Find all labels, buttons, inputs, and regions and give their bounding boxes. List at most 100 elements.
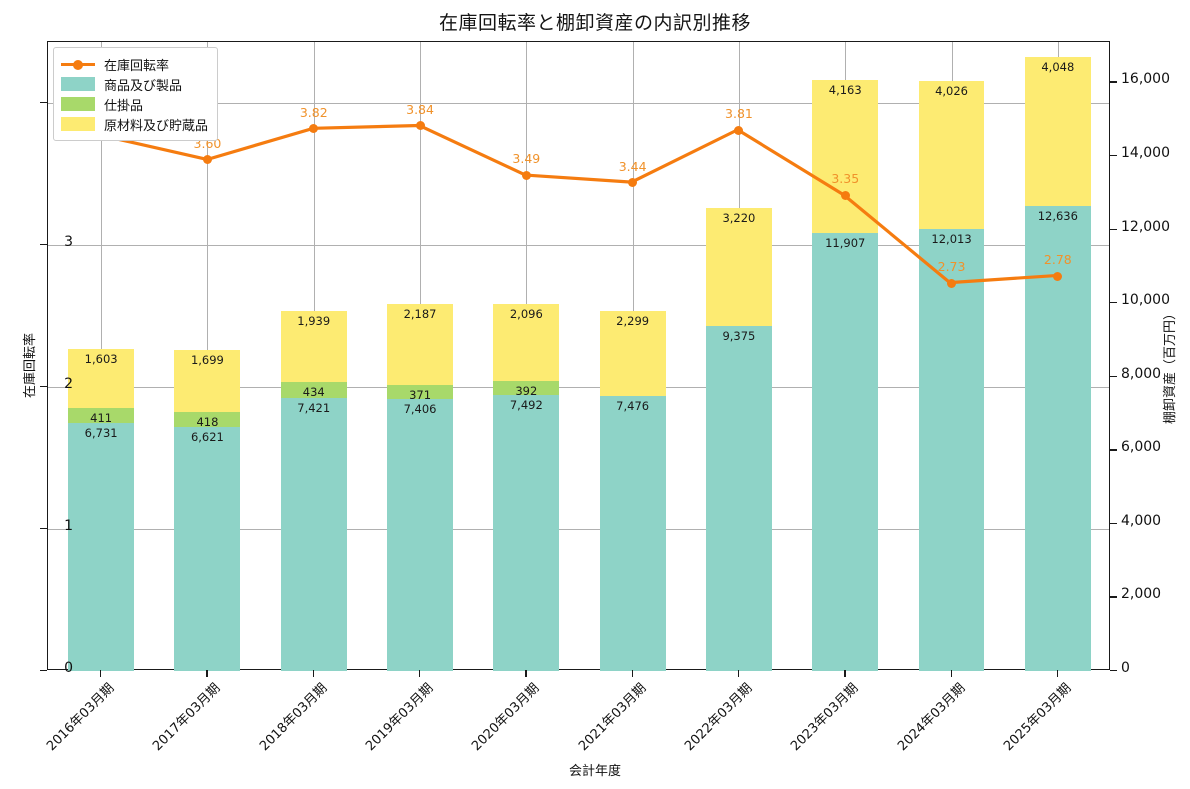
y-tick-right: 10,000 — [1121, 292, 1170, 309]
line-marker[interactable] — [415, 121, 425, 131]
y-tickmark-right — [1110, 670, 1117, 672]
x-tickmark — [525, 670, 527, 677]
legend-item[interactable]: 商品及び製品 — [61, 74, 208, 94]
bar-segment[interactable] — [280, 310, 347, 383]
bar-value-label: 1,699 — [190, 352, 224, 367]
line-marker[interactable] — [628, 178, 638, 188]
y-tickmark-right — [1110, 155, 1117, 157]
bar-value-label: 4,048 — [1041, 60, 1075, 75]
bar-value-label: 7,406 — [403, 401, 437, 416]
bar-segment[interactable] — [812, 79, 879, 233]
x-tickmark — [631, 670, 633, 677]
bar-segment[interactable] — [280, 382, 347, 399]
line-value-label: 2.73 — [937, 259, 966, 275]
y-tick-right: 8,000 — [1121, 365, 1162, 382]
line-marker[interactable] — [1053, 271, 1063, 281]
line-marker[interactable] — [521, 170, 531, 180]
bar-value-label: 371 — [409, 387, 432, 402]
bar-segment[interactable] — [493, 395, 560, 671]
legend-item[interactable]: 仕掛品 — [61, 94, 208, 114]
bar-value-label: 12,013 — [931, 232, 972, 247]
gridline-horizontal — [48, 529, 1109, 530]
bar-segment[interactable] — [1024, 206, 1091, 671]
bar-layer — [48, 42, 1109, 671]
bar-value-label: 2,096 — [509, 306, 543, 321]
bar-segment[interactable] — [599, 396, 666, 671]
bar-segment[interactable] — [174, 349, 241, 413]
bar-value-label: 7,476 — [616, 399, 650, 413]
y-tick-right: 2,000 — [1121, 586, 1162, 603]
y-tickmark-left — [40, 386, 47, 388]
bar-segment[interactable] — [280, 398, 347, 671]
bar-segment[interactable] — [387, 384, 453, 399]
line-value-label: 3.35 — [831, 171, 860, 187]
bar-value-label: 9,375 — [722, 329, 756, 344]
x-tickmark — [950, 670, 952, 677]
bar-segment[interactable] — [918, 81, 985, 230]
bar-segment[interactable] — [812, 233, 879, 671]
y-tickmark-right — [1110, 228, 1117, 230]
bar-segment[interactable] — [705, 326, 772, 671]
bar-value-label: 392 — [515, 383, 538, 398]
line-marker[interactable] — [202, 155, 212, 165]
bar-segment[interactable] — [387, 304, 453, 385]
line-marker[interactable] — [309, 124, 319, 134]
line-marker[interactable] — [734, 125, 744, 135]
bar-segment[interactable] — [68, 349, 135, 409]
line-value-label: 3.49 — [512, 151, 541, 167]
x-tickmark — [419, 670, 421, 677]
line-marker[interactable] — [947, 278, 957, 288]
y-tickmark-right — [1110, 522, 1117, 525]
line-marker[interactable] — [840, 190, 850, 200]
bar-segment[interactable] — [918, 229, 985, 671]
bar-value-label: 12,636 — [1037, 209, 1078, 224]
x-axis-label: 会計年度 — [568, 764, 621, 779]
x-tickmark — [206, 670, 208, 677]
bar-value-label: 434 — [302, 385, 325, 400]
line-path — [100, 123, 1057, 285]
chart-legend: 在庫回転率商品及び製品 仕掛品 原材料及び貯蔵品 — [53, 47, 219, 141]
legend-item[interactable]: 原材料及び貯蔵品 — [61, 114, 208, 134]
line-value-label: 3.44 — [618, 158, 647, 174]
x-tickmark — [100, 670, 102, 677]
line-value-label: 3.81 — [725, 106, 753, 122]
bar-value-label: 7,421 — [297, 401, 331, 416]
bar-segment[interactable] — [1024, 57, 1091, 207]
bar-value-label: 1,939 — [297, 313, 331, 328]
bar-segment[interactable] — [493, 303, 560, 381]
chart-title: 在庫回転率と棚卸資産の内訳別推移 — [438, 12, 751, 34]
y-tickmark-right — [1110, 449, 1117, 451]
y-tick-left: 0 — [64, 660, 73, 676]
y-tickmark-left — [40, 670, 47, 672]
legend-line-icon — [61, 57, 95, 71]
bar-segment[interactable] — [68, 408, 135, 424]
y-tick-left: 3 — [64, 234, 73, 251]
bar-segment[interactable] — [493, 380, 560, 396]
bar-segment[interactable] — [705, 207, 772, 327]
y-tick-right: 4,000 — [1121, 512, 1162, 529]
y-tickmark-right — [1110, 81, 1117, 83]
bar-segment[interactable] — [174, 412, 241, 428]
bar-segment[interactable] — [387, 398, 453, 671]
y-tickmark-left — [40, 102, 47, 104]
y-tickmark-left — [40, 528, 47, 530]
bar-value-label: 4,163 — [828, 82, 862, 97]
y-tickmark-right — [1110, 596, 1117, 598]
y-tick-right: 14,000 — [1121, 145, 1170, 162]
legend-swatch-icon — [61, 77, 95, 91]
bar-segment[interactable] — [599, 311, 666, 396]
legend-item[interactable]: 在庫回転率 — [61, 54, 208, 74]
y-tickmark-left — [40, 244, 47, 246]
bar-value-label: 1,603 — [84, 352, 118, 367]
legend-item-label: 商品及び製品 — [104, 78, 183, 94]
line-value-label: 2.78 — [1043, 252, 1072, 268]
bar-segment[interactable] — [174, 427, 241, 671]
x-tickmark — [844, 670, 846, 677]
legend-item-label: 仕掛品 — [104, 98, 144, 114]
bar-segment[interactable] — [68, 423, 135, 671]
bar-value-label: 2,299 — [616, 314, 650, 329]
bar-value-label: 411 — [90, 411, 113, 426]
bar-value-label: 418 — [196, 415, 219, 430]
y-tick-left: 1 — [64, 518, 73, 534]
y-tick-right: 12,000 — [1121, 218, 1170, 235]
